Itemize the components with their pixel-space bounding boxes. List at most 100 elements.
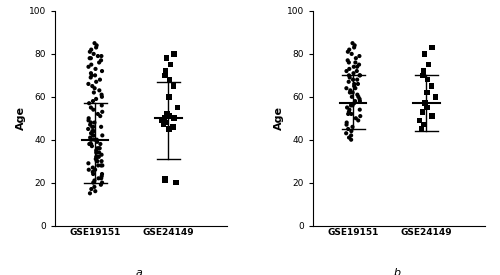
Point	[421, 101, 429, 105]
Point	[91, 73, 99, 78]
Point	[350, 45, 358, 50]
Point	[87, 47, 95, 52]
Point	[346, 88, 354, 93]
Point	[86, 56, 94, 60]
Point	[89, 133, 97, 138]
Point	[95, 155, 103, 159]
Point	[344, 50, 352, 54]
Point	[92, 138, 100, 142]
Point	[353, 69, 361, 73]
Point	[352, 56, 360, 60]
Point	[92, 43, 100, 48]
Point	[84, 82, 92, 86]
Point	[344, 79, 352, 84]
Point	[424, 78, 432, 82]
Point	[346, 108, 354, 112]
Point	[423, 105, 431, 110]
Point	[95, 150, 103, 155]
Point	[87, 105, 95, 110]
Point	[87, 142, 95, 146]
Point	[174, 105, 182, 110]
Point	[98, 163, 106, 168]
Point	[90, 120, 98, 125]
Point	[98, 153, 106, 157]
Point	[348, 125, 356, 129]
Point	[90, 86, 98, 90]
Point	[98, 159, 106, 163]
Point	[90, 125, 98, 129]
Point	[344, 112, 352, 116]
Point	[350, 82, 358, 86]
Point	[428, 45, 436, 50]
Point	[166, 62, 174, 67]
Point	[88, 138, 96, 142]
Point	[346, 90, 354, 95]
Point	[94, 159, 102, 163]
Point	[88, 73, 96, 78]
Point	[98, 133, 106, 138]
Point	[350, 43, 358, 48]
Point	[92, 45, 100, 50]
Point	[342, 120, 350, 125]
Point	[356, 114, 364, 118]
Point	[416, 118, 424, 123]
Point	[86, 122, 94, 127]
Point	[84, 65, 92, 69]
Point	[92, 150, 100, 155]
Point	[347, 133, 355, 138]
Point	[97, 183, 105, 187]
Point	[355, 62, 363, 67]
Point	[346, 67, 354, 71]
Point	[354, 118, 362, 123]
Y-axis label: Age: Age	[274, 106, 284, 130]
Point	[98, 92, 106, 97]
Point	[356, 108, 364, 112]
Point	[352, 60, 360, 65]
Point	[87, 120, 95, 125]
Point	[161, 178, 169, 183]
Point	[91, 167, 99, 172]
Point	[345, 73, 353, 78]
Point	[94, 176, 102, 180]
Point	[348, 129, 356, 133]
Point	[93, 140, 101, 144]
Point	[345, 47, 353, 52]
Point	[96, 88, 104, 93]
Point	[342, 69, 350, 73]
Point	[170, 116, 178, 120]
Point	[350, 84, 358, 88]
Point	[90, 133, 98, 138]
Point	[88, 62, 96, 67]
Point	[420, 69, 428, 73]
Point	[98, 95, 106, 99]
Point	[95, 60, 103, 65]
Y-axis label: Age: Age	[16, 106, 26, 130]
Point	[170, 84, 177, 88]
Point	[344, 58, 351, 62]
Point	[345, 135, 353, 140]
Point	[349, 78, 357, 82]
Point	[87, 71, 95, 75]
Point	[162, 69, 170, 73]
Text: b.: b.	[394, 268, 404, 275]
Point	[170, 52, 178, 56]
Point	[160, 116, 168, 120]
Point	[423, 90, 431, 95]
Point	[356, 99, 364, 103]
Point	[90, 138, 98, 142]
Point	[162, 120, 170, 125]
Point	[165, 114, 173, 118]
Point	[92, 150, 100, 155]
Point	[88, 144, 96, 148]
Point	[96, 142, 104, 146]
Point	[356, 97, 364, 101]
Point	[98, 103, 106, 108]
Point	[86, 138, 94, 142]
Point	[86, 50, 94, 54]
Point	[160, 122, 168, 127]
Point	[347, 138, 355, 142]
Point	[420, 122, 428, 127]
Point	[428, 114, 436, 118]
Point	[84, 127, 92, 131]
Point	[165, 95, 173, 99]
